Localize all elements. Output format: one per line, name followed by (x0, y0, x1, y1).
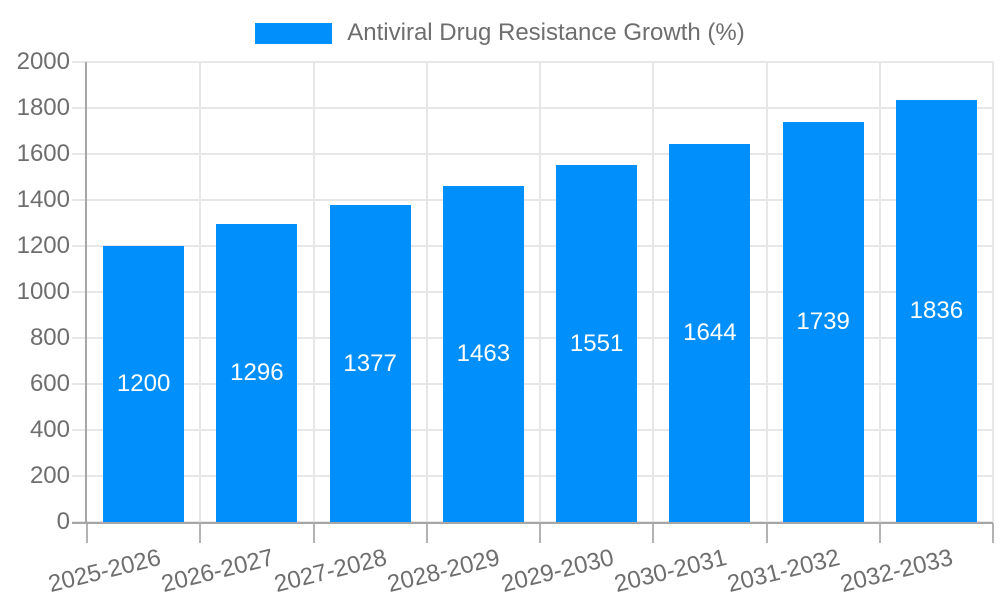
y-tick-label: 1600 (16, 140, 70, 167)
x-axis-line (72, 522, 993, 524)
x-axis-tick (652, 523, 655, 543)
y-gridline (72, 61, 993, 63)
bar-value-label: 1836 (909, 296, 964, 324)
y-tick-label: 800 (29, 324, 70, 351)
y-gridline (72, 107, 993, 109)
x-axis-tick (425, 523, 428, 543)
x-gridline (425, 62, 428, 522)
y-gridline (72, 153, 993, 155)
bar[interactable]: 1200 (103, 246, 185, 522)
y-tick-label: 1000 (16, 278, 70, 305)
x-gridline (539, 62, 541, 522)
bar[interactable]: 1296 (216, 223, 298, 522)
x-axis-tick (539, 523, 541, 543)
y-gridline (72, 475, 993, 477)
x-gridline (765, 62, 768, 522)
bar-value-label: 1644 (683, 318, 737, 346)
bar-value-label: 1296 (230, 358, 284, 386)
bar-value-label: 1551 (569, 329, 624, 357)
bar-value-label: 1463 (456, 339, 511, 367)
y-tick-label: 600 (29, 370, 70, 397)
bar[interactable]: 1836 (895, 99, 977, 522)
y-tick-label: 1400 (16, 186, 70, 213)
y-axis-line (85, 62, 87, 524)
bar[interactable]: 1739 (782, 122, 864, 522)
x-axis-tick (878, 523, 881, 543)
y-tick-label: 0 (56, 508, 70, 535)
x-gridline (992, 62, 994, 522)
legend-swatch (255, 22, 333, 44)
bar[interactable]: 1551 (556, 165, 638, 522)
legend-label: Antiviral Drug Resistance Growth (%) (347, 19, 745, 46)
y-gridline (72, 337, 993, 339)
y-gridline (72, 429, 993, 431)
y-gridline (72, 245, 993, 247)
bar-value-label: 1377 (343, 349, 397, 377)
x-axis-tick (86, 523, 88, 543)
y-tick-label: 1800 (16, 94, 70, 121)
y-gridline (72, 291, 993, 293)
bar[interactable]: 1463 (442, 185, 524, 522)
x-gridline (199, 62, 202, 522)
y-tick-label: 200 (29, 462, 70, 489)
legend[interactable]: Antiviral Drug Resistance Growth (%) (0, 20, 1000, 46)
bar[interactable]: 1377 (329, 205, 411, 522)
y-tick-label: 1200 (16, 232, 70, 259)
x-axis-tick (765, 523, 768, 543)
x-axis-tick (199, 523, 202, 543)
bar[interactable]: 1644 (669, 143, 751, 522)
x-axis-tick (992, 523, 994, 543)
x-axis-tick (312, 523, 315, 543)
y-tick-label: 400 (29, 416, 70, 443)
y-gridline (72, 383, 993, 385)
x-gridline (878, 62, 881, 522)
bar-value-label: 1200 (116, 370, 171, 397)
x-gridline (312, 62, 315, 522)
x-gridline (652, 62, 655, 522)
y-tick-label: 2000 (16, 48, 70, 75)
y-gridline (72, 199, 993, 201)
bar-value-label: 1739 (796, 308, 850, 335)
